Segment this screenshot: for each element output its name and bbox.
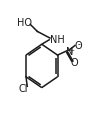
Text: -: - [77,40,80,48]
Text: N: N [66,47,73,57]
Text: O: O [70,58,78,68]
Text: HO: HO [17,18,32,28]
Text: Cl: Cl [18,84,28,93]
Text: NH: NH [50,35,64,45]
Text: O: O [74,41,82,51]
Text: +: + [68,47,74,53]
